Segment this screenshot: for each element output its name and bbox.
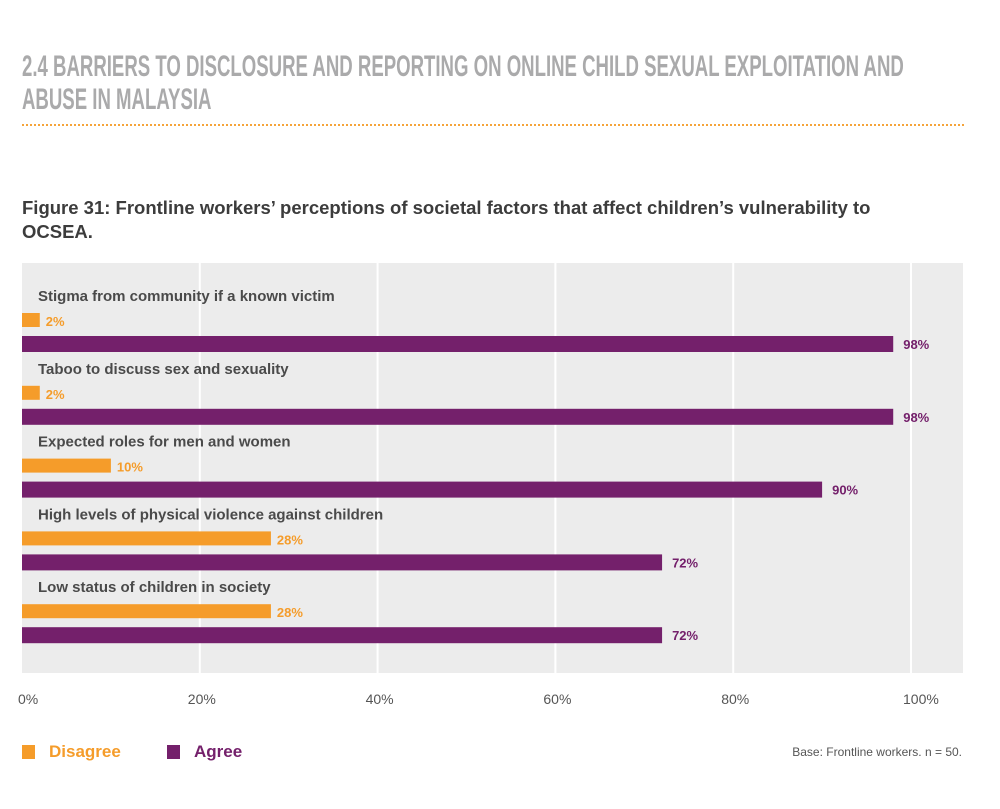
legend-swatch-disagree — [22, 745, 35, 759]
bar-agree — [22, 554, 663, 571]
data-label-disagree: 2% — [46, 314, 65, 329]
bar-chart: 0% 20% 40% 60% 80% 100% Stigma from community … — [18, 263, 963, 707]
bar-disagree — [22, 385, 40, 400]
divider — [22, 124, 964, 126]
bar-agree — [22, 481, 823, 498]
base-note: Base: Frontline workers. n = 50. — [792, 745, 962, 759]
bar-disagree — [22, 313, 40, 327]
legend-disagree: Disagree — [22, 742, 121, 762]
data-label-disagree: 10% — [117, 460, 143, 475]
x-tick-label: 60% — [543, 691, 571, 707]
data-label-disagree: 28% — [277, 532, 303, 547]
bar-agree — [22, 336, 894, 352]
legend-agree: Agree — [167, 742, 242, 762]
category-label: Low status of children in society — [38, 579, 271, 596]
bar-disagree — [22, 458, 111, 473]
figure-title: Figure 31: Frontline workers’ perception… — [22, 197, 871, 242]
data-label-agree: 72% — [672, 555, 698, 570]
category-label: High levels of physical violence against… — [38, 506, 383, 523]
x-tick-label: 40% — [366, 691, 394, 707]
legend-label: Agree — [194, 742, 243, 761]
legend-swatch-agree — [167, 745, 180, 759]
x-tick-label: 20% — [188, 691, 216, 707]
x-tick-label: 100% — [903, 691, 939, 707]
bar-disagree — [22, 604, 271, 619]
category-label: Expected roles for men and women — [38, 434, 291, 451]
bar-disagree — [22, 531, 271, 546]
bar-agree — [22, 408, 894, 425]
data-label-agree: 98% — [903, 337, 929, 352]
data-label-agree: 72% — [672, 628, 698, 643]
data-label-disagree: 2% — [46, 387, 65, 402]
data-label-agree: 90% — [832, 483, 858, 498]
x-tick-label: 80% — [721, 691, 749, 707]
data-label-disagree: 28% — [277, 605, 303, 620]
data-label-agree: 98% — [903, 410, 929, 425]
category-label: Taboo to discuss sex and sexuality — [38, 361, 289, 378]
legend-label: Disagree — [49, 742, 121, 761]
x-tick-label: 0% — [18, 691, 38, 707]
bar-agree — [22, 627, 663, 644]
section-title: 2.4 BARRIERS TO DISCLOSURE AND REPORTING… — [22, 50, 904, 116]
category-label: Stigma from community if a known victim — [38, 288, 335, 305]
